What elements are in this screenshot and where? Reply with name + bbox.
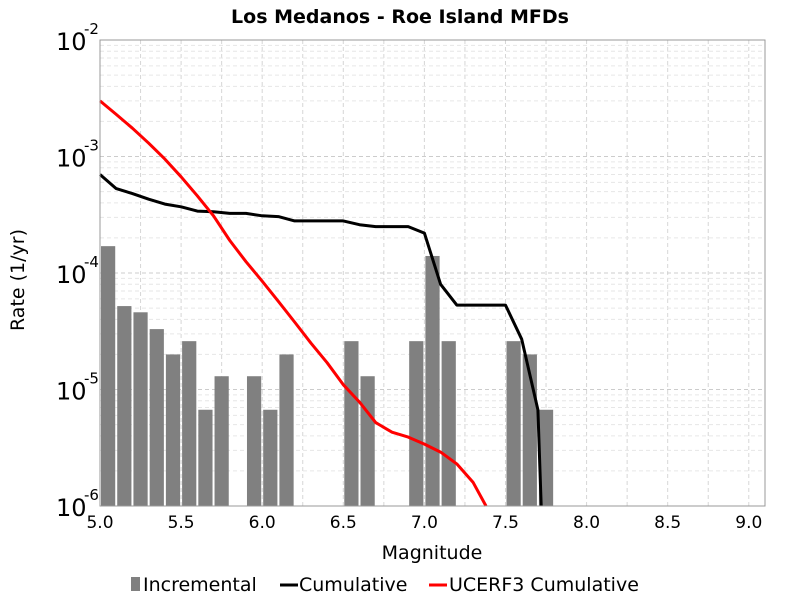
incremental-bar	[214, 376, 229, 506]
y-tick-base: 10	[56, 494, 87, 522]
y-axis-label: Rate (1/yr)	[7, 229, 29, 331]
y-tick-base: 10	[56, 28, 87, 56]
plot-frame	[99, 39, 766, 507]
incremental-bar	[149, 329, 164, 506]
x-tick-label: 8.5	[654, 513, 681, 533]
y-tick-label: 10-6	[56, 486, 99, 522]
x-tick-label: 7.0	[411, 513, 438, 533]
legend-label-cumulative: Cumulative	[299, 574, 407, 596]
incremental-bar	[182, 341, 197, 506]
x-tick-label: 9.0	[735, 513, 762, 533]
ucerf3-cumulative-line	[99, 99, 488, 507]
incremental-bar	[133, 312, 148, 506]
x-tick-labels: 5.0 5.5 6.0 6.5 7.0 7.5 8.0 8.5 9.0	[86, 513, 762, 533]
incremental-bar	[425, 255, 440, 506]
incremental-bar	[409, 341, 424, 506]
x-tick-label: 6.0	[249, 513, 276, 533]
y-tick-label: 10-4	[56, 253, 99, 289]
y-tick-label: 10-3	[56, 137, 99, 173]
legend: Incremental Cumulative UCERF3 Cumulative	[131, 574, 639, 596]
y-tick-exponent: -3	[84, 137, 99, 155]
incremental-bar	[263, 409, 278, 506]
legend-label-incremental: Incremental	[143, 574, 257, 596]
incremental-bar	[117, 306, 132, 506]
y-tick-exponent: -2	[84, 20, 99, 38]
x-tick-label: 5.5	[168, 513, 195, 533]
chart-title: Los Medanos - Roe Island MFDs	[231, 6, 569, 28]
incremental-bar	[441, 341, 456, 506]
x-axis-label: Magnitude	[382, 542, 483, 564]
x-tick-label: 6.5	[330, 513, 357, 533]
incremental-bars	[101, 246, 554, 506]
cumulative-lines	[99, 99, 543, 507]
y-tick-base: 10	[56, 261, 87, 289]
y-tick-label: 10-2	[56, 20, 99, 56]
incremental-bar	[344, 341, 359, 506]
incremental-bar	[279, 354, 294, 506]
incremental-bar	[360, 376, 375, 506]
y-tick-exponent: -5	[84, 370, 99, 388]
x-tick-label: 8.0	[573, 513, 600, 533]
legend-swatch-incremental	[131, 577, 140, 591]
x-tick-label: 7.5	[492, 513, 519, 533]
incremental-bar	[538, 409, 554, 506]
y-tick-exponent: -6	[84, 486, 99, 504]
x-tick-label: 5.0	[86, 513, 113, 533]
y-tick-label: 10-5	[56, 370, 99, 406]
incremental-bar	[101, 246, 116, 506]
incremental-bar	[198, 409, 213, 506]
y-tick-exponent: -4	[84, 253, 99, 271]
incremental-bar	[165, 354, 181, 506]
y-tick-base: 10	[56, 378, 87, 406]
y-tick-labels: 10-610-510-410-310-2	[56, 20, 99, 522]
incremental-bar	[506, 341, 521, 506]
cumulative-line	[99, 173, 543, 507]
legend-label-ucerf3: UCERF3 Cumulative	[449, 574, 639, 596]
incremental-bar	[246, 376, 262, 506]
y-tick-base: 10	[56, 145, 87, 173]
